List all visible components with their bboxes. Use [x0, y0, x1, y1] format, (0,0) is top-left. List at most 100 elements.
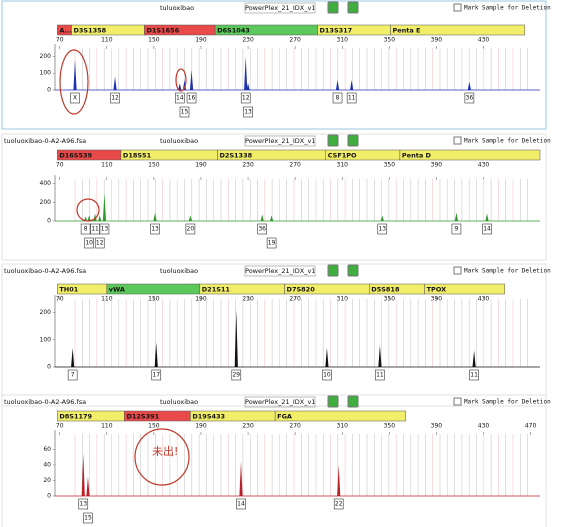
peak: [71, 347, 75, 367]
y-tick-label: 200: [40, 53, 52, 60]
x-tick-label: 150: [148, 162, 160, 169]
peak: [350, 79, 354, 90]
x-tick-label: 350: [384, 423, 396, 430]
allele-box: [70, 92, 80, 104]
checkbox[interactable]: [453, 136, 462, 145]
user-name: tuoluoxibao: [160, 398, 198, 406]
y-tick-label: 200: [40, 309, 52, 316]
allele-label: 13: [378, 226, 386, 233]
peak: [87, 215, 91, 221]
allele-box: [83, 512, 93, 524]
locus-name: FGA: [277, 413, 292, 421]
y-tick-label: 20: [43, 477, 51, 484]
peak: [472, 350, 476, 367]
y-tick-label: 0: [47, 87, 51, 94]
allele-box: [151, 369, 162, 381]
x-tick-label: 470: [525, 423, 537, 430]
allele-box: [90, 223, 100, 235]
allele-label: 14: [237, 501, 245, 508]
peak: [154, 342, 158, 367]
kit-dropdown[interactable]: [244, 265, 316, 277]
peak: [84, 216, 88, 221]
x-tick-label: 190: [195, 162, 207, 169]
peak: [81, 453, 85, 496]
kit-name: PowerPlex_21_IDX_v1: [245, 267, 316, 275]
locus-bar: [274, 410, 407, 422]
allele-box: [236, 498, 246, 510]
x-tick-label: 310: [337, 37, 349, 44]
checkbox[interactable]: [453, 266, 462, 275]
checkbox-label: Mark Sample for Deletion: [464, 5, 551, 12]
peak: [244, 56, 248, 90]
x-tick-label: 270: [289, 162, 301, 169]
peak: [188, 215, 192, 221]
peak: [189, 69, 194, 90]
green-button[interactable]: [347, 1, 359, 14]
allele-label: 12: [111, 95, 119, 102]
green-button[interactable]: [347, 395, 359, 408]
checkbox-label: Mark Sample for Deletion: [464, 268, 551, 275]
x-tick-label: 310: [337, 162, 349, 169]
green-button[interactable]: [327, 1, 339, 14]
locus-name: Penta E: [392, 27, 420, 35]
checkbox-label: Mark Sample for Deletion: [464, 399, 551, 406]
allele-label: 12: [96, 240, 104, 247]
x-tick-label: 270: [289, 37, 301, 44]
locus-name: D1S1656: [146, 27, 179, 35]
green-button[interactable]: [347, 264, 359, 277]
annotation: 未出!: [152, 444, 178, 458]
sample-name: tuoluoxibao-0-A2-A96.fsa: [4, 267, 86, 275]
user-name: tuoluoxibao: [160, 267, 198, 275]
green-button[interactable]: [327, 264, 339, 277]
peak: [335, 79, 340, 90]
peak: [73, 59, 77, 90]
peak: [325, 347, 329, 367]
allele-label: 13: [79, 501, 87, 508]
peak: [234, 309, 238, 367]
panel-frame: [1, 394, 547, 527]
locus-name: CSF1PO: [328, 152, 357, 160]
green-button[interactable]: [327, 134, 339, 147]
peak: [246, 83, 250, 90]
x-tick-label: 190: [195, 37, 207, 44]
peak: [467, 81, 471, 90]
kit-name: PowerPlex_21_IDX_v1: [245, 4, 316, 12]
x-tick-label: 110: [101, 423, 113, 430]
locus-name: D8S1179: [59, 413, 92, 421]
x-tick-label: 70: [56, 162, 64, 169]
red-circle: [59, 49, 89, 115]
green-button[interactable]: [347, 134, 359, 147]
allele-label: 16: [188, 95, 196, 102]
allele-label: 36: [466, 95, 474, 102]
kit-name: PowerPlex_21_IDX_v1: [245, 398, 316, 406]
allele-label: 36: [258, 226, 266, 233]
x-tick-label: 430: [478, 162, 490, 169]
locus-bar: [424, 283, 505, 295]
allele-box: [99, 223, 110, 235]
allele-label: 11: [376, 372, 384, 379]
x-tick-label: 230: [242, 162, 254, 169]
allele-box: [84, 237, 94, 249]
green-button[interactable]: [327, 395, 339, 408]
allele-label: 11: [470, 372, 478, 379]
locus-name: D7S820: [287, 286, 316, 294]
kit-dropdown[interactable]: [244, 2, 316, 14]
y-tick-label: 0: [47, 364, 51, 371]
locus-name: D19S433: [192, 413, 225, 421]
x-tick-label: 190: [195, 423, 207, 430]
panel-frame: [1, 0, 547, 130]
allele-box: [174, 92, 185, 104]
kit-dropdown[interactable]: [244, 396, 316, 408]
locus-name: Penta D: [402, 152, 432, 160]
sample-name: tuoluoxibao-0-A2-A96.fsa: [4, 137, 86, 145]
x-tick-label: 430: [478, 37, 490, 44]
allele-label: 11: [348, 95, 356, 102]
x-tick-label: 390: [431, 423, 443, 430]
x-tick-label: 70: [56, 37, 64, 44]
kit-dropdown[interactable]: [244, 135, 316, 147]
allele-label: 14: [176, 95, 184, 102]
checkbox[interactable]: [453, 3, 462, 12]
peak: [337, 465, 341, 496]
checkbox[interactable]: [453, 397, 462, 406]
